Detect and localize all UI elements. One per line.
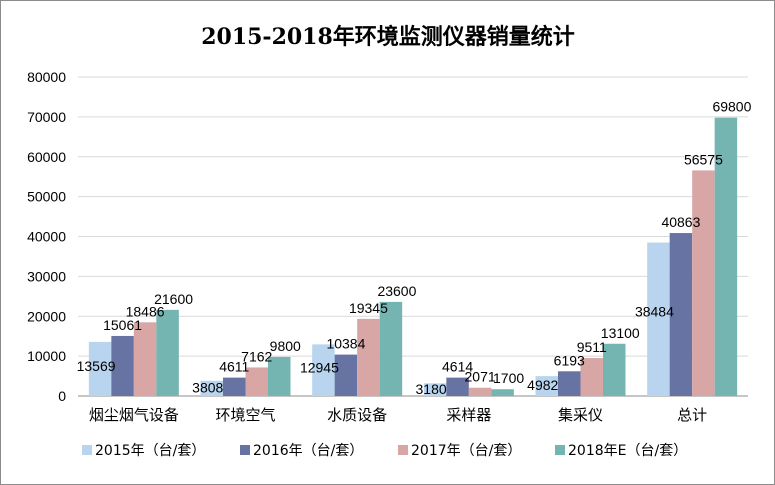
y-tick-label: 20000 — [27, 308, 66, 324]
bar — [379, 301, 403, 396]
bar — [423, 383, 447, 396]
x-category-label: 环境空气 — [215, 406, 275, 424]
bar — [88, 341, 112, 396]
legend-label: 2017年（台/套） — [411, 443, 521, 459]
legend-label: 2018年E（台/套） — [568, 443, 687, 459]
x-axis-categories: 烟尘烟气设备 环境空气 水质设备 采样器 集采仪 总计 — [89, 406, 707, 424]
data-label: 9511 — [577, 339, 607, 355]
x-category-label: 采样器 — [446, 406, 491, 424]
bar — [468, 387, 492, 396]
data-label: 23600 — [377, 283, 416, 299]
bar — [491, 389, 514, 396]
legend-swatch — [240, 445, 250, 455]
data-label: 6193 — [554, 352, 585, 368]
bar — [647, 242, 670, 396]
data-label: 10384 — [326, 336, 365, 352]
data-label: 13100 — [601, 325, 640, 341]
y-tick-label: 50000 — [27, 189, 66, 205]
chart-title: 2015-2018年环境监测仪器销量统计 — [201, 24, 575, 50]
legend-label: 2015年（台/套） — [95, 443, 205, 459]
bar — [357, 318, 380, 396]
data-label: 69800 — [712, 99, 751, 115]
bar — [133, 322, 157, 396]
x-category-label: 烟尘烟气设备 — [89, 406, 179, 424]
bar — [580, 358, 603, 396]
data-label: 4982 — [527, 377, 558, 393]
x-category-label: 总计 — [677, 406, 707, 424]
legend: 2015年（台/套） 2016年（台/套） 2017年（台/套） 2018年E（台/套… — [82, 443, 687, 459]
bar — [268, 356, 291, 396]
x-category-label: 水质设备 — [327, 406, 387, 424]
bar — [714, 117, 738, 397]
bar — [692, 170, 715, 396]
bar — [312, 344, 335, 396]
data-label: 21600 — [154, 291, 193, 307]
bar — [156, 309, 179, 396]
x-category-label: 集采仪 — [558, 406, 603, 424]
legend-label: 2016年（台/套） — [253, 443, 363, 459]
legend-swatch — [82, 445, 92, 455]
bar — [245, 367, 268, 396]
y-tick-label: 60000 — [27, 149, 66, 165]
data-label: 4611 — [219, 359, 249, 375]
data-label: 19345 — [349, 300, 388, 316]
bar — [446, 377, 469, 396]
legend-swatch — [555, 445, 565, 455]
data-label: 3808 — [192, 380, 223, 396]
data-label: 1700 — [493, 370, 524, 386]
bar — [200, 380, 223, 396]
data-label: 56575 — [684, 151, 723, 167]
bar — [535, 376, 558, 396]
bar — [669, 233, 693, 396]
gridlines — [78, 76, 748, 397]
data-label: 3180 — [416, 381, 447, 397]
data-label: 4614 — [442, 359, 473, 375]
y-tick-label: 40000 — [27, 229, 66, 245]
data-label: 40863 — [661, 214, 700, 230]
bar — [603, 343, 626, 396]
bar — [111, 335, 134, 396]
y-axis-ticks: 0 10000 20000 30000 40000 50000 60000 70000 8000… — [27, 69, 66, 404]
data-label: 38484 — [635, 304, 674, 320]
data-label: 7162 — [241, 348, 272, 364]
data-label: 9800 — [270, 338, 301, 354]
data-label: 18486 — [126, 303, 165, 319]
bars — [88, 117, 738, 397]
y-tick-label: 70000 — [27, 109, 66, 125]
y-tick-label: 10000 — [27, 348, 66, 364]
data-label: 13569 — [77, 358, 116, 374]
y-tick-label: 30000 — [27, 268, 66, 284]
bar — [334, 354, 358, 396]
data-label: 2071 — [465, 369, 496, 385]
y-tick-label: 80000 — [27, 69, 66, 85]
bar — [558, 371, 581, 396]
legend-swatch — [398, 445, 408, 455]
data-label: 12945 — [300, 360, 339, 376]
y-tick-label: 0 — [58, 388, 66, 404]
data-label: 15061 — [103, 317, 142, 333]
bar — [223, 377, 246, 396]
